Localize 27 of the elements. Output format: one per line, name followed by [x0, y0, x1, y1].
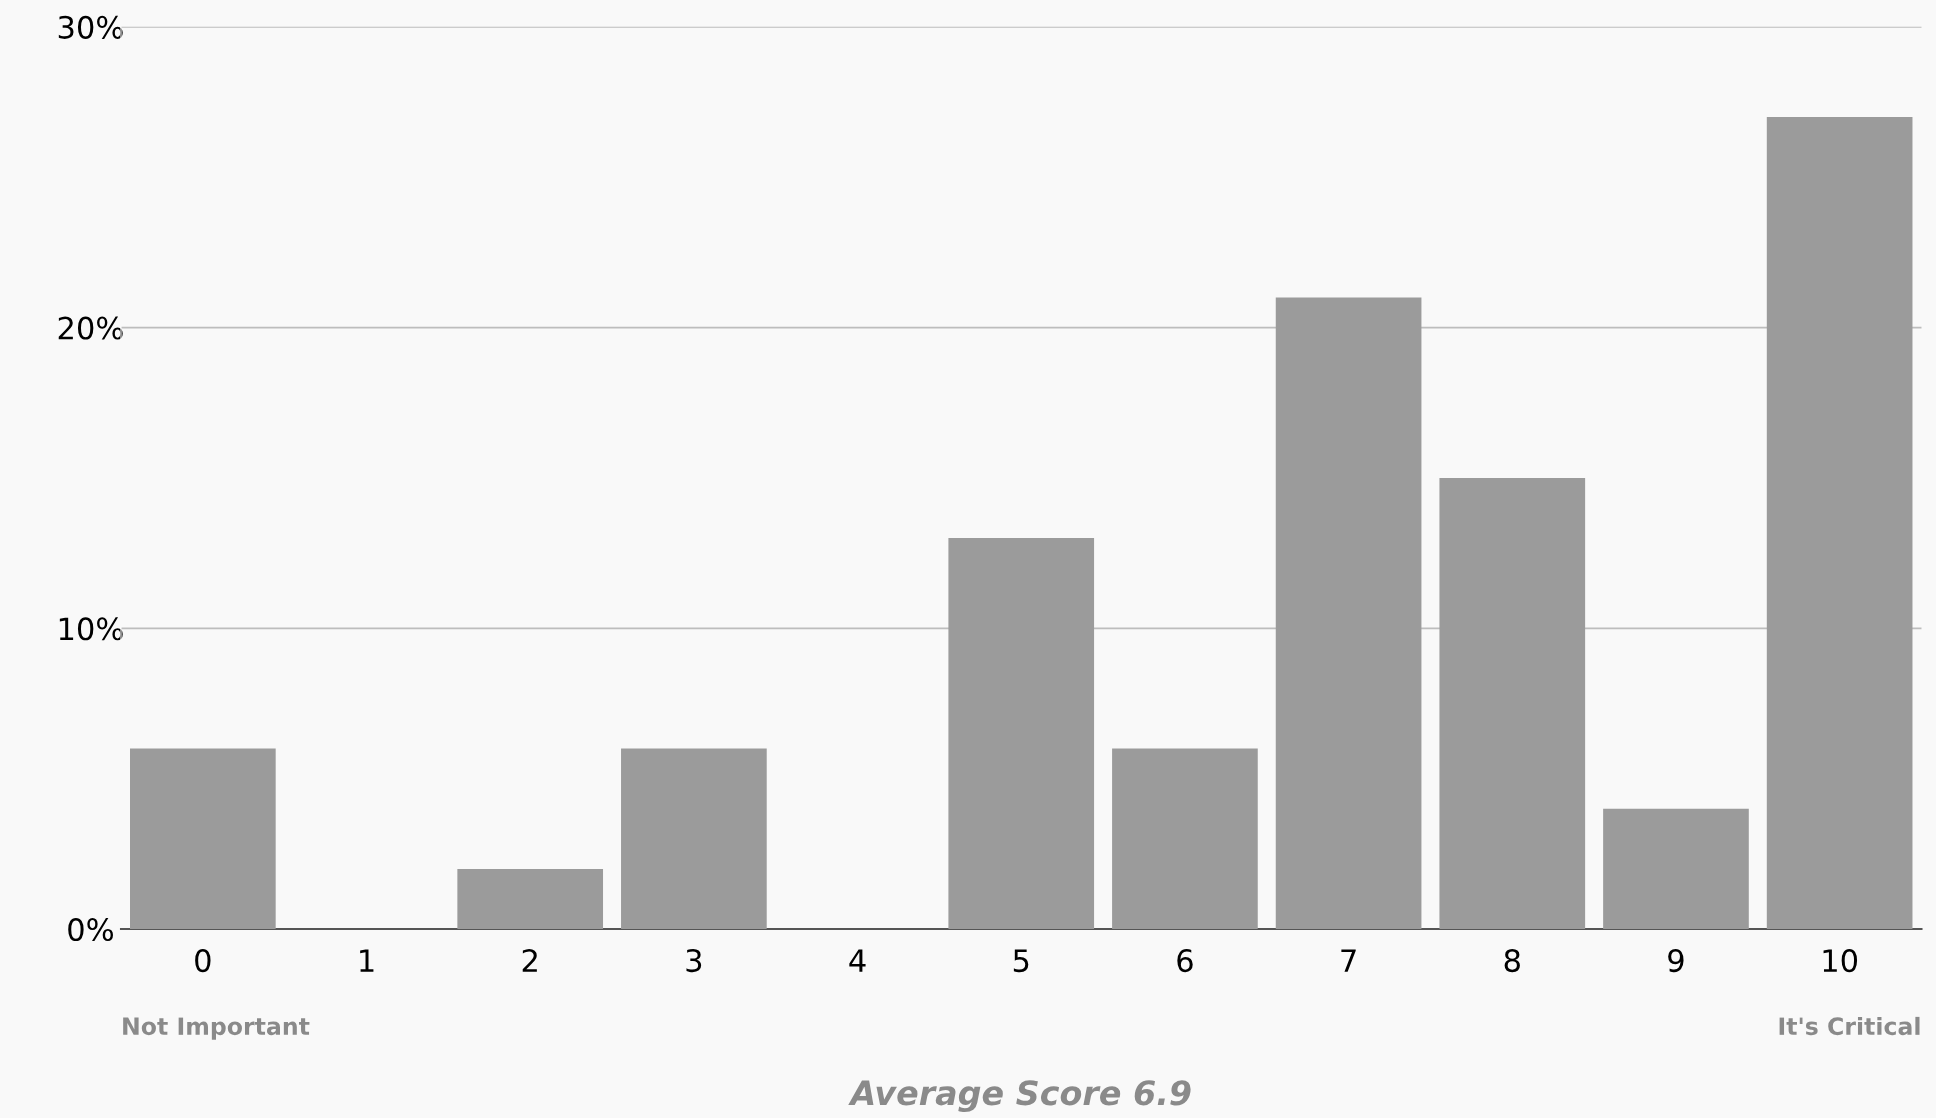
- bar: [457, 868, 604, 930]
- text: It's Critical: [1779, 1016, 1920, 1036]
- text: Not Important: [123, 1017, 310, 1040]
- bar: [1112, 748, 1258, 930]
- x-tick-label: 3: [686, 949, 702, 973]
- x-tick-label: 8: [1504, 949, 1520, 973]
- x-tick-label: 1: [360, 949, 374, 972]
- x-tick-label: 0: [195, 949, 211, 973]
- y-tick-label: 10%: [59, 617, 123, 641]
- bar: [1439, 477, 1586, 930]
- x-tick-label: 7: [1341, 949, 1356, 972]
- bar: [1766, 117, 1913, 930]
- text: Average Score 6.9: [848, 1080, 1191, 1113]
- bar: [1603, 808, 1749, 930]
- bar: [1275, 297, 1422, 930]
- x-tick-label: 4: [849, 949, 866, 972]
- bar: [621, 748, 767, 930]
- x-tick-label: 9: [1668, 949, 1684, 973]
- x-tick-label: 10: [1823, 949, 1858, 973]
- bar: [130, 748, 276, 930]
- y-tick-label: 20%: [58, 316, 123, 340]
- x-tick-label: 2: [522, 949, 537, 972]
- x-tick-label: 6: [1177, 949, 1193, 973]
- y-tick-label: 0%: [68, 917, 113, 942]
- y-tick-label: 30%: [58, 15, 123, 39]
- bar: [948, 538, 1095, 930]
- x-tick-label: 5: [1013, 949, 1029, 973]
